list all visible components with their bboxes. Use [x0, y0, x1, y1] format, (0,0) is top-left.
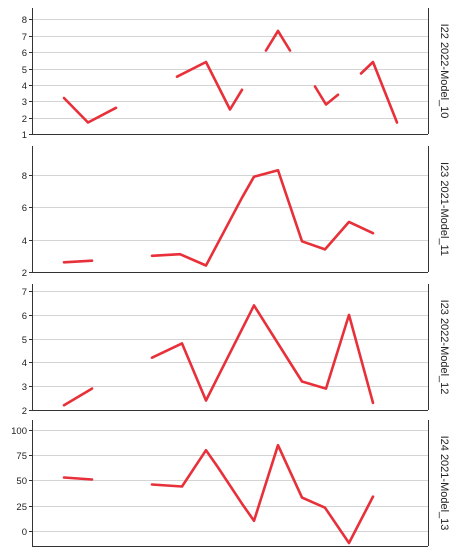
panel-3: 2 3 4 5 6 7 I23 2022-Model_12 [22, 284, 450, 417]
y-tick-label: 6 [22, 48, 27, 59]
series-line-segment [62, 96, 118, 124]
facet-label: I24 2021-Model_13 [438, 436, 450, 531]
y-tick-label: 0 [22, 527, 27, 538]
y-tick-label: 6 [22, 311, 27, 322]
y-tick-label: 75 [16, 451, 27, 462]
series-line-segment [150, 304, 375, 405]
y-tick-label: 4 [22, 358, 27, 369]
y-tick-label: 5 [22, 65, 27, 76]
facet-label: I23 2021-Model_11 [438, 162, 450, 256]
series-line-segment [313, 85, 340, 106]
y-tick-label: 6 [22, 203, 27, 214]
y-tick-label: 7 [22, 32, 27, 43]
facet-label: I23 2022-Model_12 [438, 300, 450, 395]
panel-1: 1 2 3 4 5 6 7 8 I22 2022-Model_10 [22, 8, 450, 141]
panel-2: 2 4 6 8 I23 2021-Model_11 [22, 146, 450, 279]
series-line-segment [150, 443, 375, 545]
y-tick-label: 5 [22, 335, 27, 346]
y-tick-label: 2 [22, 268, 27, 279]
series-line-segment [62, 476, 94, 481]
y-tick-label: 8 [22, 171, 27, 182]
y-tick-label: 2 [22, 406, 27, 417]
series-line-segment [62, 259, 94, 264]
panel-4: 0 25 50 75 100 I24 2021-Model_13 [11, 420, 450, 547]
series-line-segment [150, 168, 375, 267]
series-line-segment [62, 387, 94, 407]
y-tick-label: 4 [22, 236, 27, 247]
y-tick-label: 50 [16, 476, 27, 487]
series-line-segment [359, 60, 399, 124]
series-line-segment [264, 29, 292, 52]
y-tick-label: 8 [22, 15, 27, 26]
y-tick-label: 7 [22, 287, 27, 298]
y-tick-label: 3 [22, 382, 27, 393]
y-tick-label: 25 [16, 502, 27, 513]
y-tick-label: 4 [22, 81, 27, 92]
y-tick-label: 3 [22, 97, 27, 108]
series-line-segment [175, 60, 244, 111]
y-tick-label: 100 [11, 426, 27, 437]
y-tick-label: 2 [22, 114, 27, 125]
facet-label: I22 2022-Model_10 [438, 24, 450, 119]
y-tick-label: 1 [22, 130, 27, 141]
